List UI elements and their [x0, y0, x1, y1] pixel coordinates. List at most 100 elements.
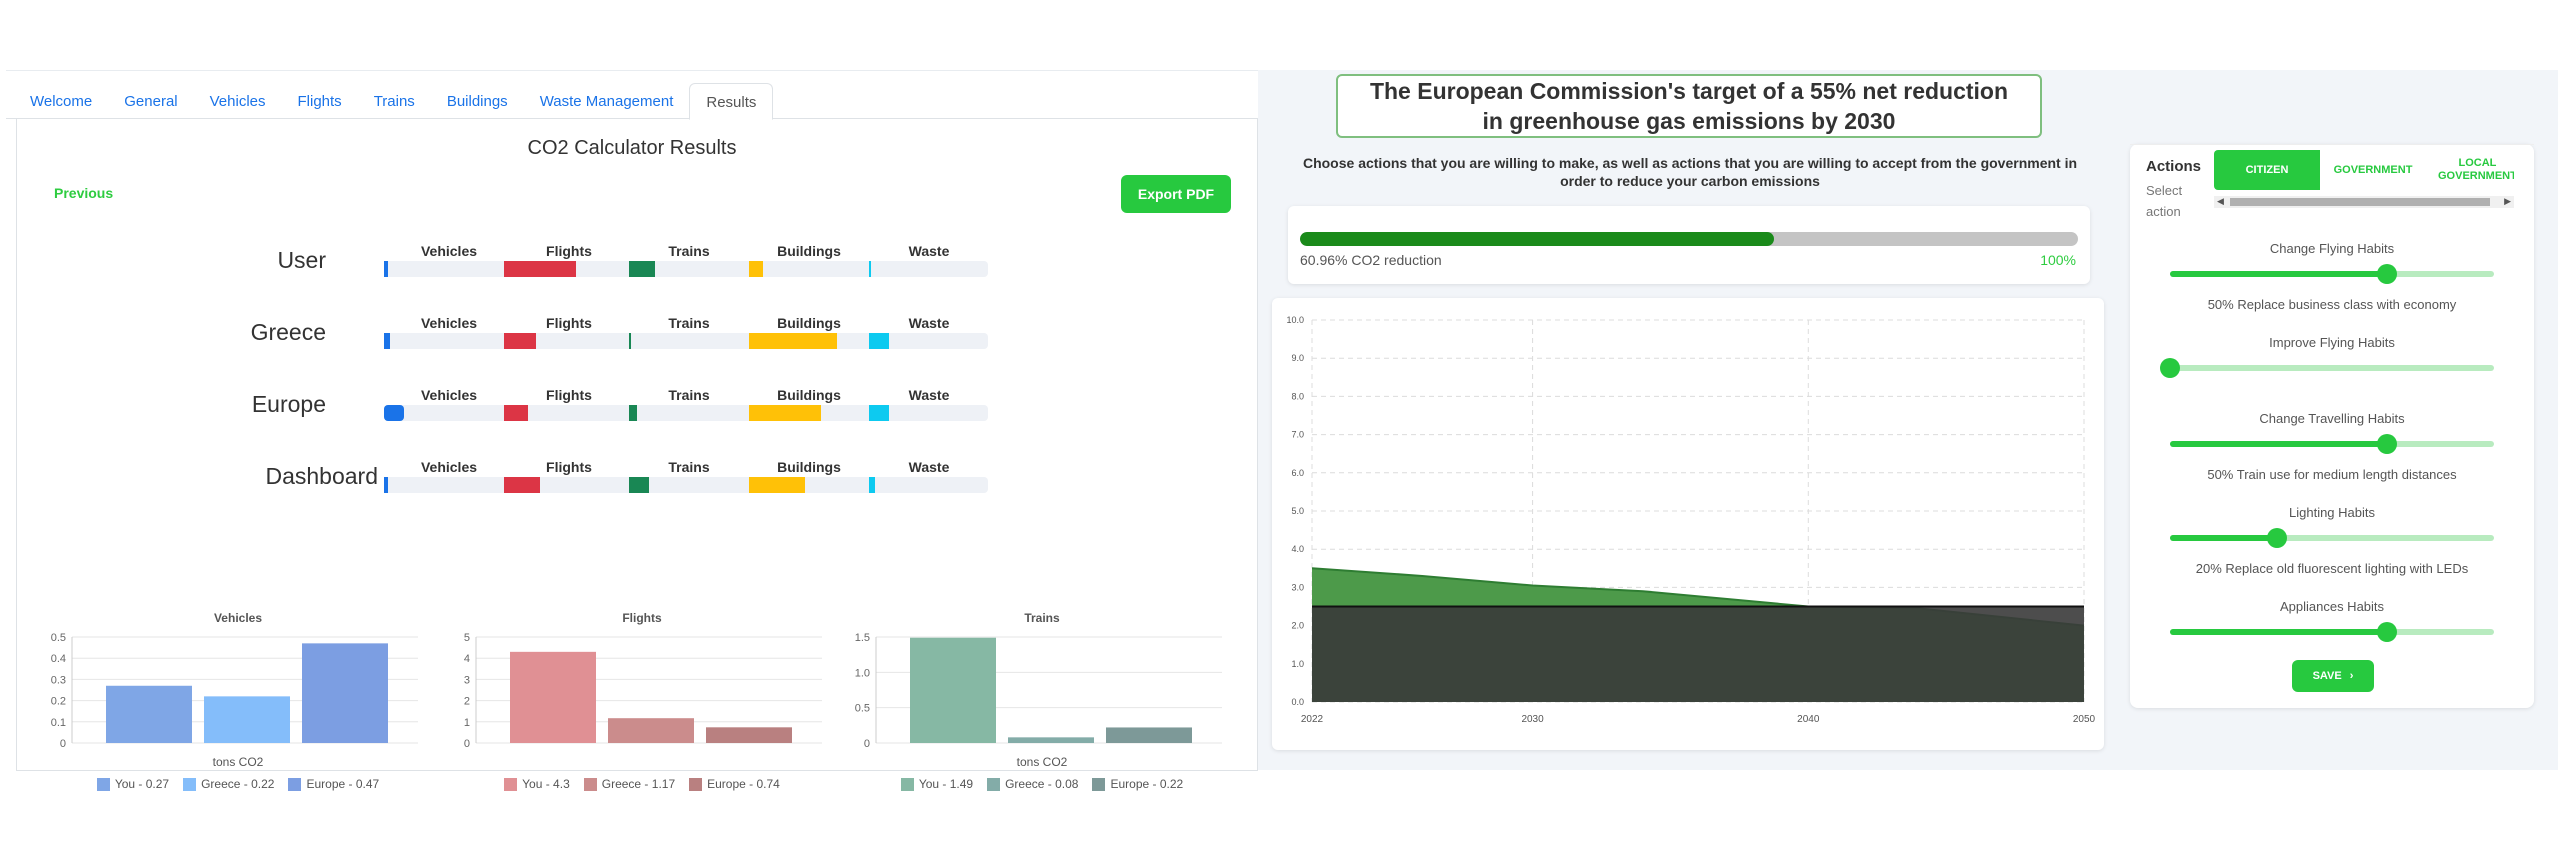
slider-label: Lighting Habits	[2289, 505, 2375, 520]
progress-label: 60.96% CO2 reduction	[1300, 252, 1442, 268]
y-tick-label: 0	[864, 738, 870, 750]
slider-thumb[interactable]	[2377, 622, 2398, 642]
legend-swatch	[900, 777, 914, 791]
legend-label: Greece - 1.17	[601, 777, 676, 791]
scroll-right-icon[interactable]: ▶	[2504, 196, 2511, 206]
save-button[interactable]: SAVE ›	[2292, 660, 2374, 692]
chart-title: Flights	[622, 611, 662, 625]
bar-1	[608, 718, 694, 743]
y-tick-label: 0.3	[51, 674, 66, 686]
tab-trains[interactable]: Trains	[373, 93, 415, 110]
legend-item[interactable]: You - 4.3	[504, 777, 570, 791]
y-tick-label: 1.5	[855, 632, 870, 644]
segment-vehicles	[384, 477, 388, 493]
slider-description: 50% Replace business class with economy	[2207, 297, 2457, 312]
tab-flights[interactable]: Flights	[297, 93, 342, 110]
previous-button[interactable]: Previous	[54, 185, 114, 201]
area-chart-svg: 10.0 9.0 8.0 7.0 6.0 5.0 4.0 3.0 2.0 1.0 0.0 2022 20…	[1286, 315, 2096, 725]
tab-citizen[interactable]: CITIZEN	[2214, 150, 2320, 190]
legend-item[interactable]: Europe - 0.47	[288, 777, 379, 791]
legend-item[interactable]: Europe - 0.22	[1092, 777, 1183, 791]
tab-government[interactable]: GOVERNMENT	[2333, 163, 2413, 176]
scrollbar-thumb[interactable]	[2230, 198, 2490, 206]
y-tick-label: 1	[464, 717, 470, 729]
bar-1	[204, 696, 290, 743]
segment-label-vehicles: Vehicles	[420, 387, 478, 403]
progress-card: 60.96% CO2 reduction 100%	[1288, 206, 2090, 284]
legend-swatch	[183, 777, 197, 791]
segment-buildings	[749, 405, 821, 421]
y-tick-label: 0	[60, 738, 66, 750]
legend-label: Europe - 0.74	[707, 777, 780, 791]
slider-track[interactable]	[2170, 528, 2494, 548]
tab-general[interactable]: General	[124, 93, 178, 110]
segment-label-waste: Waste	[908, 459, 950, 475]
tab-vehicles[interactable]: Vehicles	[209, 93, 266, 110]
legend-swatch	[1092, 777, 1106, 791]
legend-item[interactable]: Greece - 0.22	[183, 777, 274, 791]
tabs-scrollbar[interactable]: ◀ ▶	[2214, 196, 2514, 208]
flights-chart-svg: 5 4 3 2 1 0	[464, 632, 822, 750]
instructions-text: Choose actions that you are willing to m…	[1302, 155, 2078, 189]
scroll-left-icon[interactable]: ◀	[2217, 196, 2224, 206]
legend-item[interactable]: You - 0.27	[96, 777, 169, 791]
progress-max-label: 100%	[2040, 252, 2076, 268]
legend-label: Europe - 0.47	[306, 777, 380, 791]
y-tick-label: 0	[464, 738, 470, 750]
flights-chart: Flights 5 4 3 2 1 0 You - 4.3 Greece - 1.17 Eur…	[442, 611, 842, 801]
segment-waste	[869, 477, 875, 493]
tab-waste-management[interactable]: Waste Management	[539, 93, 674, 110]
results-frame	[16, 119, 1258, 771]
actor-tabs: CITIZEN GOVERNMENT LOCAL GOVERNMENT	[2214, 150, 2514, 190]
export-pdf-button[interactable]: Export PDF	[1121, 175, 1231, 213]
legend-item[interactable]: Greece - 1.17	[583, 777, 676, 791]
slider-track[interactable]	[2170, 434, 2494, 454]
vehicles-chart-svg: 0.5 0.4 0.3 0.2 0.1 0	[51, 632, 418, 750]
segment-label-flights: Flights	[546, 459, 592, 475]
legend-item[interactable]: Greece - 0.08	[987, 777, 1078, 791]
target-banner: The European Commission's target of a 55…	[1336, 74, 2042, 138]
slider-track[interactable]	[2170, 264, 2494, 284]
slider-thumb[interactable]	[2377, 264, 2398, 284]
y-tick-label: 1.0	[855, 667, 870, 679]
slider-thumb[interactable]	[2377, 434, 2398, 454]
slider-label: Appliances Habits	[2279, 599, 2385, 614]
y-tick-label: 2.0	[1291, 621, 1304, 631]
tab-local-government[interactable]: LOCAL GOVERNMENT	[2438, 157, 2514, 182]
slider-thumb[interactable]	[2266, 528, 2287, 548]
segment-vehicles	[384, 261, 388, 277]
slider-thumb[interactable]	[2160, 358, 2180, 378]
legend-swatch	[689, 777, 703, 791]
row-label-user: User	[277, 247, 326, 273]
tab-welcome[interactable]: Welcome	[30, 93, 93, 110]
y-tick-label: 0.5	[51, 632, 66, 644]
segment-label-waste: Waste	[908, 315, 950, 331]
slider-fill	[2170, 629, 2388, 635]
segment-waste	[869, 405, 889, 421]
segment-label-flights: Flights	[546, 315, 592, 331]
legend-item[interactable]: Europe - 0.74	[689, 777, 780, 791]
tab-buildings[interactable]: Buildings	[446, 93, 508, 110]
chevron-right-icon: ›	[2349, 670, 2354, 682]
segment-trains	[629, 333, 631, 349]
segment-flights	[504, 333, 536, 349]
segment-label-vehicles: Vehicles	[420, 459, 478, 475]
x-tick-label: 2050	[2073, 714, 2096, 725]
slider-track[interactable]	[2160, 358, 2494, 378]
tab-results[interactable]: Results	[689, 83, 774, 120]
legend-swatch	[288, 777, 302, 791]
slider-label: Improve Flying Habits	[2269, 335, 2395, 350]
breakdown-bar-europe	[384, 405, 988, 421]
slider-track[interactable]	[2170, 622, 2494, 642]
bar-2	[1106, 727, 1192, 743]
results-title: CO2 Calculator Results	[527, 137, 737, 159]
legend-label: You - 4.3	[522, 777, 570, 791]
tab-bar: Welcome General Vehicles Flights Trains …	[6, 83, 1258, 120]
legend-item[interactable]: You - 1.49	[900, 777, 973, 791]
emissions-area-chart: 10.0 9.0 8.0 7.0 6.0 5.0 4.0 3.0 2.0 1.0 0.0 2022 20…	[1272, 298, 2104, 750]
segment-label-trains: Trains	[668, 243, 710, 259]
y-tick-label: 5.0	[1291, 506, 1304, 516]
row-label-greece: Greece	[250, 319, 326, 345]
actions-card: Actions Select action CITIZEN GOVERNMENT…	[2130, 144, 2534, 708]
segment-label-vehicles: Vehicles	[420, 315, 478, 331]
